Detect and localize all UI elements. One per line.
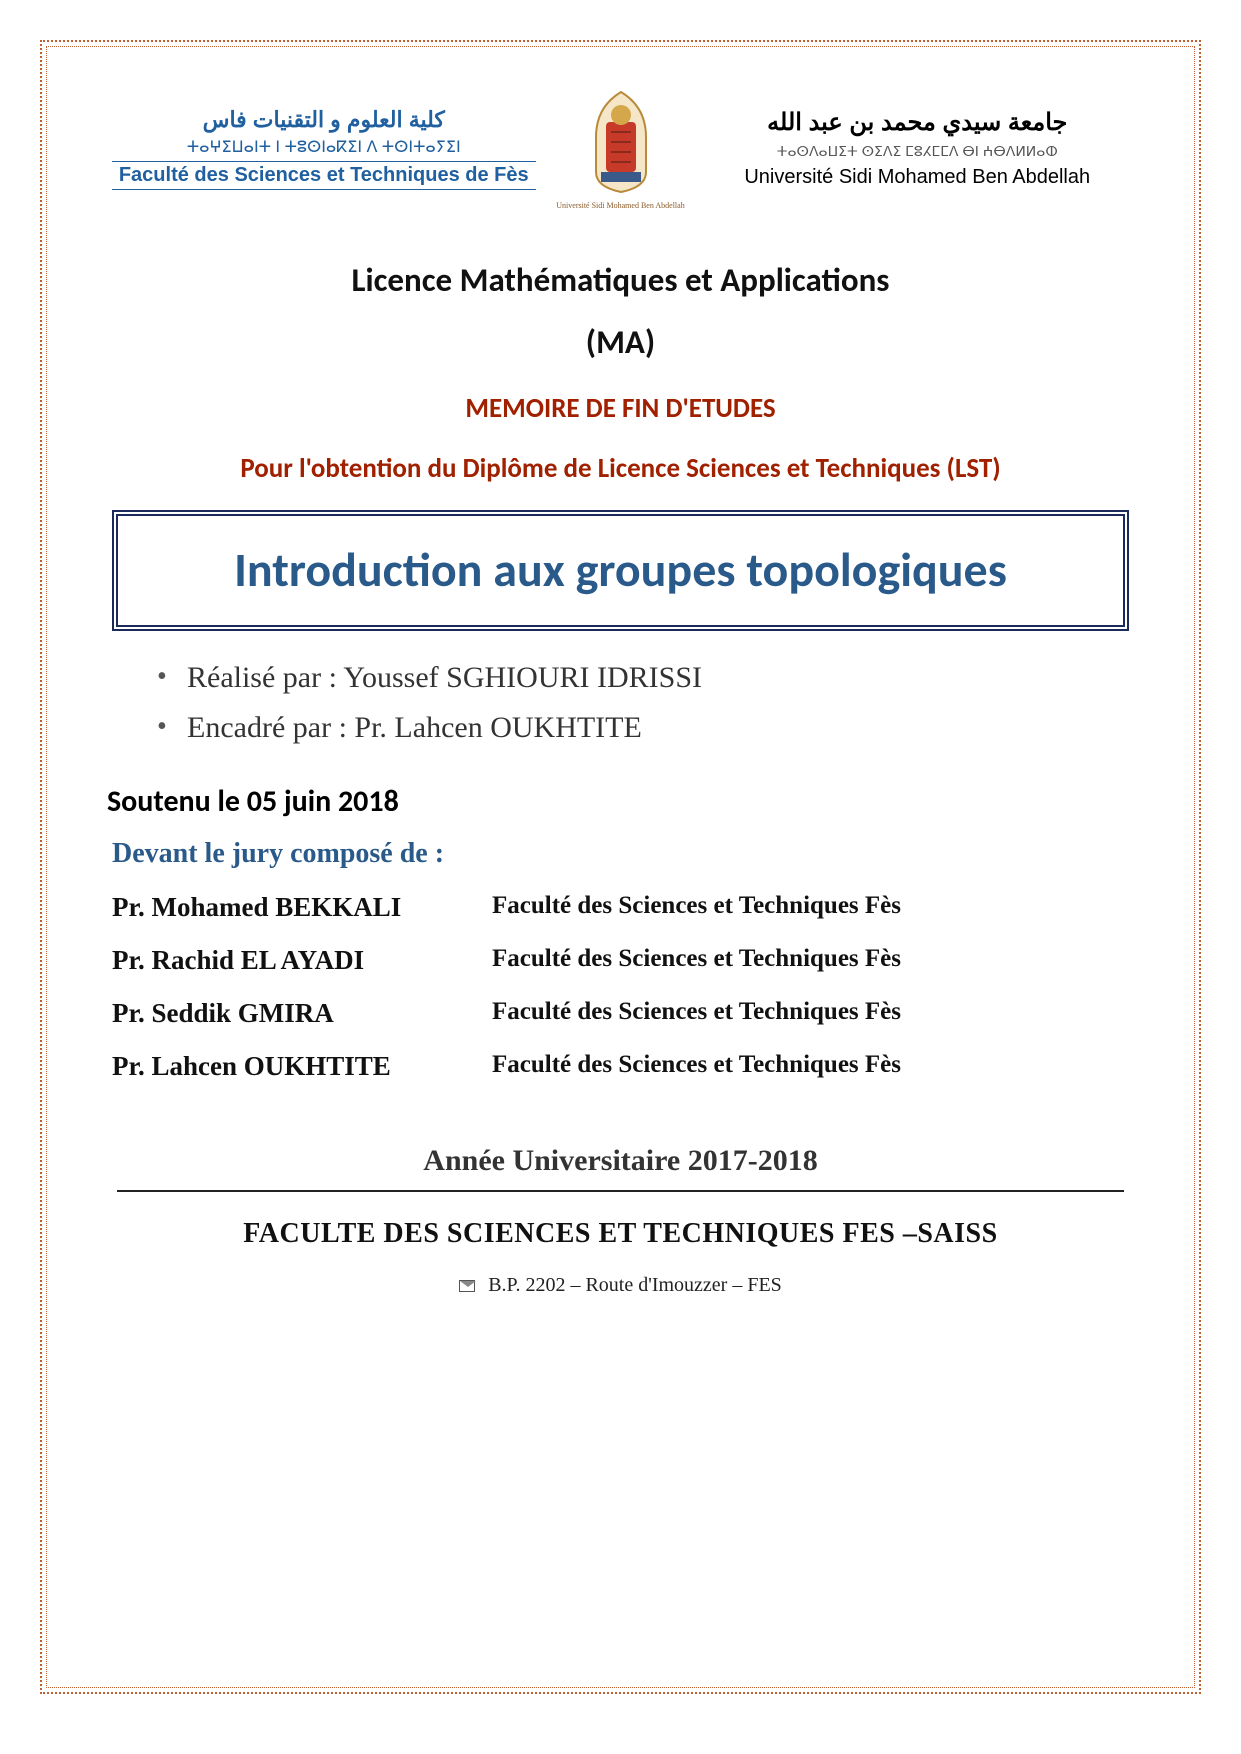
emblem-caption: Université Sidi Mohamed Ben Abdellah (556, 201, 684, 210)
divider (117, 1190, 1124, 1192)
page-inner-border: كلية العلوم و التقنيات فاس ⵜⴰⵖⵉⵡⴰⵏⵜ ⵏ ⵜⵓ… (46, 46, 1195, 1688)
jury-affil: Faculté des Sciences et Techniques Fès (492, 892, 901, 923)
envelope-icon (459, 1280, 475, 1292)
faculty-berber: ⵜⴰⵖⵉⵡⴰⵏⵜ ⵏ ⵜⵓⵙⵏⴰⴽⵉⵏ ⴷ ⵜⵙⵏⵜⴰⵢⵉⵏ (112, 137, 536, 157)
realise-par: Réalisé par : Youssef SGHIOURI IDRISSI (157, 661, 1139, 695)
realise-label: Réalisé par : (187, 661, 337, 694)
address-text: B.P. 2202 – Route d'Imouzzer – FES (488, 1274, 782, 1296)
jury-name: Pr. Mohamed BEKKALI (112, 892, 492, 923)
encadre-name: Pr. Lahcen OUKHTITE (354, 711, 641, 744)
jury-name: Pr. Lahcen OUKHTITE (112, 1051, 492, 1082)
credits-list: Réalisé par : Youssef SGHIOURI IDRISSI E… (157, 661, 1139, 761)
jury-name: Pr. Rachid EL AYADI (112, 945, 492, 976)
jury-name: Pr. Seddik GMIRA (112, 998, 492, 1029)
jury-row: Pr. Rachid EL AYADI Faculté des Sciences… (112, 945, 1139, 976)
soutenu-date: Soutenu le 05 juin 2018 (107, 783, 1139, 820)
jury-row: Pr. Lahcen OUKHTITE Faculté des Sciences… (112, 1051, 1139, 1082)
faculty-logo-left: كلية العلوم و التقنيات فاس ⵜⴰⵖⵉⵡⴰⵏⵜ ⵏ ⵜⵓ… (112, 107, 536, 190)
jury-affil: Faculté des Sciences et Techniques Fès (492, 998, 901, 1029)
header-row: كلية العلوم و التقنيات فاس ⵜⴰⵖⵉⵡⴰⵏⵜ ⵏ ⵜⵓ… (102, 87, 1139, 210)
address-line: B.P. 2202 – Route d'Imouzzer – FES (102, 1274, 1139, 1297)
jury-row: Pr. Seddik GMIRA Faculté des Sciences et… (112, 998, 1139, 1029)
university-logo-right: جامعة سيدي محمد بن عبد الله ⵜⴰⵙⴷⴰⵡⵉⵜ ⵙⵉⴷ… (706, 108, 1130, 189)
university-berber: ⵜⴰⵙⴷⴰⵡⵉⵜ ⵙⵉⴷⵉ ⵎⵓⵃⵎⵎⴷ ⴱⵏ ⵄⴱⴷⵍⵍⴰⵀ (706, 143, 1130, 160)
university-emblem: Université Sidi Mohamed Ben Abdellah (556, 87, 686, 210)
main-title-box: Introduction aux groupes topologiques (112, 510, 1129, 631)
faculty-french: Faculté des Sciences et Techniques de Fè… (112, 161, 536, 190)
faculty-arabic: كلية العلوم و التقنيات فاس (112, 107, 536, 133)
encadre-par: Encadré par : Pr. Lahcen OUKHTITE (157, 711, 1139, 745)
jury-affil: Faculté des Sciences et Techniques Fès (492, 1051, 901, 1082)
licence-abbrev: (MA) (102, 322, 1139, 362)
university-french: Université Sidi Mohamed Ben Abdellah (706, 166, 1130, 189)
licence-title: Licence Mathématiques et Applications (102, 260, 1139, 300)
jury-row: Pr. Mohamed BEKKALI Faculté des Sciences… (112, 892, 1139, 923)
encadre-label: Encadré par : (187, 711, 347, 744)
jury-affil: Faculté des Sciences et Techniques Fès (492, 945, 901, 976)
university-arabic: جامعة سيدي محمد بن عبد الله (706, 108, 1130, 137)
academic-year: Année Universitaire 2017-2018 (102, 1144, 1139, 1178)
jury-heading: Devant le jury composé de : (112, 838, 1139, 870)
memoire-line: MEMOIRE DE FIN D'ETUDES (102, 392, 1139, 425)
main-title-text: Introduction aux groupes topologiques (148, 538, 1093, 603)
faculty-footer: FACULTE DES SCIENCES ET TECHNIQUES FES –… (102, 1218, 1139, 1250)
obtention-line: Pour l'obtention du Diplôme de Licence S… (102, 450, 1139, 488)
jury-table: Pr. Mohamed BEKKALI Faculté des Sciences… (112, 892, 1139, 1104)
emblem-icon (576, 87, 666, 197)
realise-name: Youssef SGHIOURI IDRISSI (343, 661, 702, 694)
page-outer-border: كلية العلوم و التقنيات فاس ⵜⴰⵖⵉⵡⴰⵏⵜ ⵏ ⵜⵓ… (40, 40, 1201, 1694)
